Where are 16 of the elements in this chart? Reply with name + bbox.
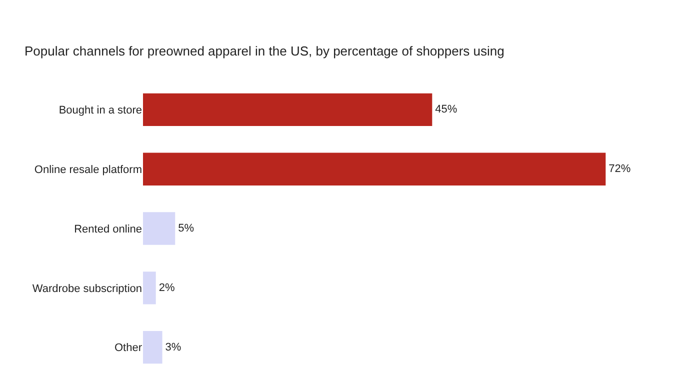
- y-tick-label: Wardrobe subscription: [32, 282, 142, 295]
- y-tick-label: Other: [114, 342, 142, 354]
- bar: [143, 330, 162, 364]
- data-label: 5%: [178, 222, 194, 235]
- bar: [143, 152, 606, 186]
- data-label: 2%: [158, 282, 175, 294]
- y-tick-label: Rented online: [74, 223, 142, 236]
- data-label: 72%: [608, 163, 631, 176]
- bar: [143, 212, 176, 245]
- data-label: 3%: [165, 341, 182, 354]
- chart-title: Popular channels for preowned apparel in the US, by percentage of shoppers using: [24, 44, 504, 59]
- y-tick-label: Online resale platform: [34, 164, 142, 176]
- y-tick-label: Bought in a store: [58, 104, 142, 117]
- bar: [143, 93, 432, 126]
- bar: [143, 272, 156, 304]
- data-label: 45%: [435, 104, 458, 116]
